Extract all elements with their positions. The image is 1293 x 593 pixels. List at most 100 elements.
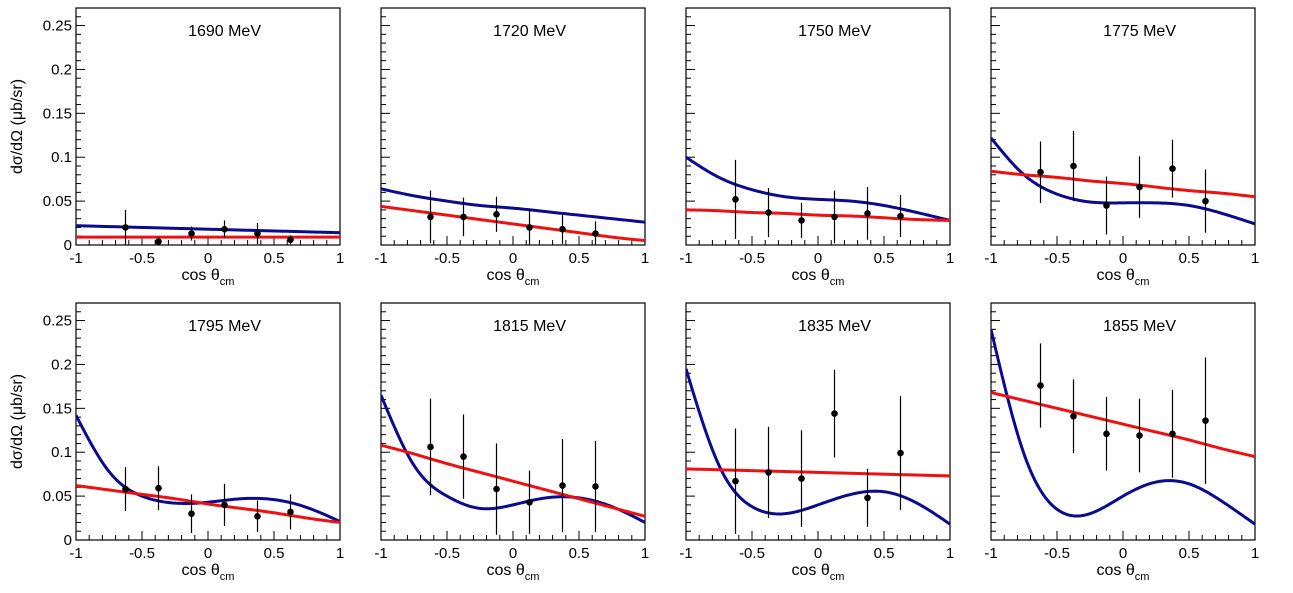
plot-frame bbox=[990, 7, 1256, 246]
x-axis-title: cos θcm bbox=[792, 267, 845, 288]
data-point bbox=[526, 224, 533, 231]
data-point bbox=[765, 209, 772, 216]
y-tick-label: 0.15 bbox=[43, 105, 72, 122]
x-axis-title: cos θcm bbox=[182, 562, 235, 583]
data-point bbox=[864, 494, 871, 502]
energy-label: 1795 MeV bbox=[188, 318, 261, 335]
data-point bbox=[831, 213, 838, 221]
x-tick-label: 0 bbox=[204, 250, 212, 267]
panel-8: -1 -0.5 0 0.5 1 cos θcm 1855 MeV bbox=[984, 302, 1259, 583]
x-tick-label: 1 bbox=[336, 545, 344, 562]
blue-curve bbox=[991, 328, 1255, 526]
x-tick-label: -1 bbox=[984, 250, 997, 267]
x-tick-label: 1 bbox=[1251, 545, 1259, 562]
data-point bbox=[897, 212, 904, 220]
red-curve bbox=[381, 204, 645, 243]
x-axis-title-main: cos θ bbox=[182, 562, 220, 579]
data-point bbox=[559, 225, 566, 233]
data-point bbox=[460, 453, 467, 460]
y-tick-label: 0.15 bbox=[43, 400, 72, 417]
x-axis-title-sub: cm bbox=[525, 276, 540, 288]
data-point bbox=[559, 482, 566, 489]
x-tick-label: -1 bbox=[69, 545, 82, 562]
data-point bbox=[254, 513, 261, 520]
y-tick-label: 0.05 bbox=[43, 488, 72, 505]
y-tick-label: 0.1 bbox=[51, 149, 72, 166]
red-curve bbox=[686, 467, 950, 478]
data-point bbox=[1169, 165, 1176, 172]
x-axis-title-main: cos θ bbox=[1097, 562, 1135, 579]
data-point bbox=[1037, 382, 1044, 389]
red-curve bbox=[991, 391, 1255, 459]
data-point bbox=[221, 225, 228, 233]
curves bbox=[76, 224, 340, 239]
x-tick-label: -1 bbox=[984, 545, 997, 562]
x-tick-label: 0 bbox=[1119, 545, 1127, 562]
x-tick-label: -1 bbox=[679, 545, 692, 562]
data-point bbox=[1136, 432, 1143, 439]
data-point bbox=[188, 510, 195, 517]
panel-6: -1 -0.5 0 0.5 1 cos θcm 1815 MeV bbox=[374, 302, 649, 583]
red-curve bbox=[381, 443, 645, 518]
blue-curve bbox=[381, 394, 645, 524]
y-tick-label: 0.25 bbox=[43, 313, 72, 330]
data-point bbox=[1070, 162, 1077, 170]
data-point bbox=[1103, 430, 1110, 438]
data-point bbox=[798, 217, 805, 224]
y-tick-label: 0 bbox=[64, 532, 72, 549]
energy-label: 1720 MeV bbox=[493, 23, 566, 40]
plot-frame bbox=[75, 7, 341, 246]
blue-curve bbox=[381, 187, 645, 224]
blue-curve bbox=[686, 155, 950, 222]
x-tick-label: 1 bbox=[946, 250, 954, 267]
data-point bbox=[1070, 412, 1077, 420]
data-point bbox=[122, 224, 129, 231]
x-tick-label: -0.5 bbox=[1044, 250, 1070, 267]
panel-3: -1 -0.5 0 0.5 1 cos θcm 1750 MeV bbox=[679, 7, 954, 288]
energy-label: 1775 MeV bbox=[1103, 23, 1176, 40]
data-point bbox=[188, 230, 195, 237]
panel-4: -1 -0.5 0 0.5 1 cos θcm 1775 MeV bbox=[984, 7, 1259, 288]
x-tick-label: 1 bbox=[641, 545, 649, 562]
y-axis-title: dσ/dΩ (μb/sr) bbox=[9, 374, 26, 469]
panel-2: -1 -0.5 0 0.5 1 cos θcm 1720 MeV bbox=[374, 7, 649, 288]
data-point bbox=[493, 485, 500, 493]
energy-label: 1750 MeV bbox=[798, 23, 871, 40]
energy-label: 1815 MeV bbox=[493, 318, 566, 335]
x-axis-title-sub: cm bbox=[220, 571, 235, 583]
data-point bbox=[1202, 197, 1209, 205]
x-tick-label: 1 bbox=[1251, 250, 1259, 267]
x-axis-title-sub: cm bbox=[1135, 276, 1150, 288]
x-tick-label: 1 bbox=[946, 545, 954, 562]
x-axis-title-main: cos θ bbox=[487, 267, 525, 284]
x-tick-label: 0.5 bbox=[569, 545, 590, 562]
data-point bbox=[493, 210, 500, 218]
x-axis-title-main: cos θ bbox=[487, 562, 525, 579]
x-axis-title: cos θcm bbox=[182, 267, 235, 288]
curves bbox=[991, 136, 1255, 226]
x-tick-label: -0.5 bbox=[129, 250, 155, 267]
x-tick-label: -0.5 bbox=[739, 545, 765, 562]
x-tick-label: 0.5 bbox=[874, 250, 895, 267]
y-tick-label: 0.2 bbox=[51, 356, 72, 373]
data-point bbox=[526, 498, 533, 506]
x-tick-label: -0.5 bbox=[1044, 545, 1070, 562]
blue-curve bbox=[686, 368, 950, 526]
data-point bbox=[1037, 168, 1044, 176]
x-axis-title-sub: cm bbox=[830, 571, 845, 583]
data-point bbox=[427, 443, 434, 451]
data-point bbox=[732, 196, 739, 203]
x-tick-label: 0 bbox=[509, 250, 517, 267]
data-point bbox=[1169, 430, 1176, 438]
x-tick-label: 0 bbox=[509, 545, 517, 562]
blue-curve bbox=[991, 136, 1255, 226]
x-tick-label: 0 bbox=[814, 250, 822, 267]
data-point bbox=[122, 485, 129, 493]
y-tick-label: 0.2 bbox=[51, 61, 72, 78]
panel-7: -1 -0.5 0 0.5 1 cos θcm 1835 MeV bbox=[679, 302, 954, 583]
x-tick-label: 1 bbox=[641, 250, 649, 267]
x-tick-label: -1 bbox=[69, 250, 82, 267]
data-point bbox=[732, 477, 739, 485]
data-point bbox=[592, 230, 599, 237]
